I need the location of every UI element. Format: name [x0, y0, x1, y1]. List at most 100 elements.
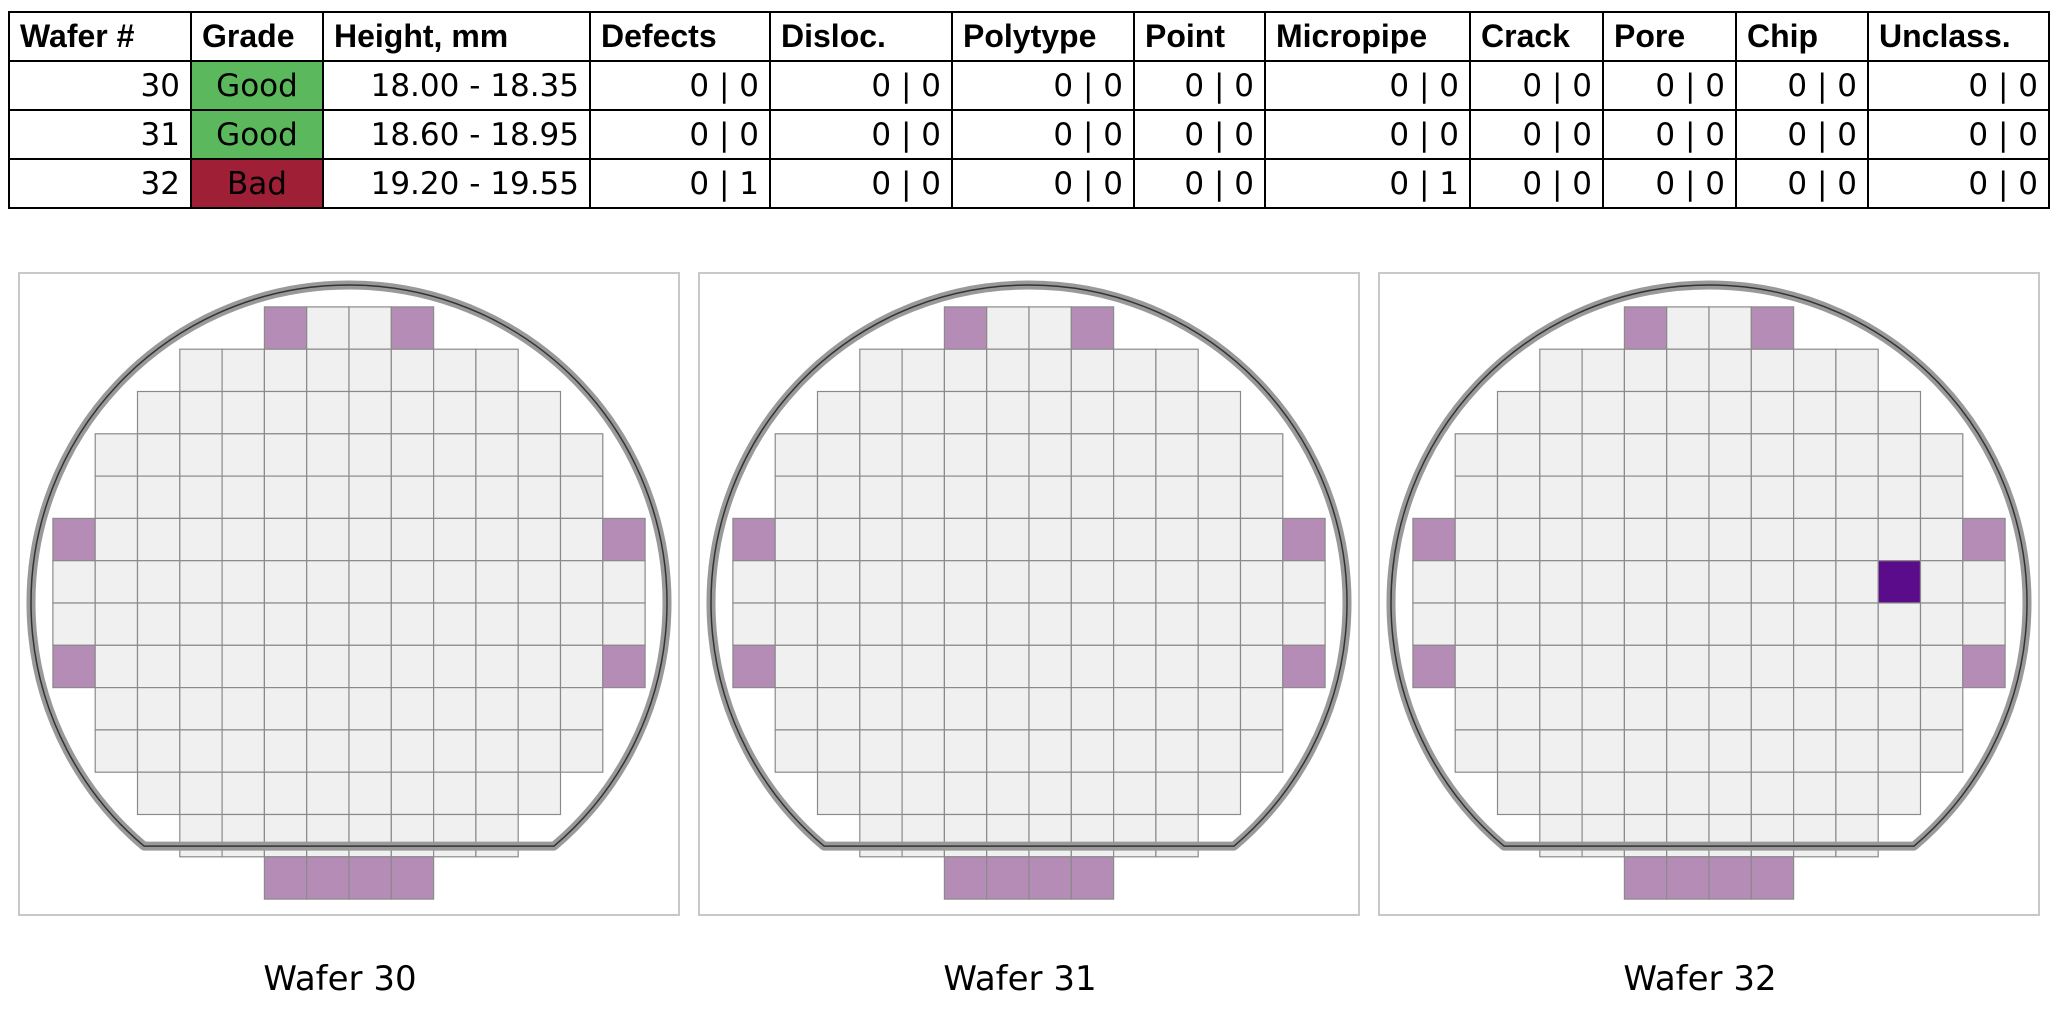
- die: [1708, 517, 1752, 562]
- die: [348, 771, 392, 816]
- header-pore: Pore: [1602, 11, 1737, 62]
- die: [1623, 390, 1668, 435]
- die: [1197, 390, 1242, 435]
- die: [1666, 390, 1710, 435]
- die: [1792, 390, 1837, 435]
- die: [1750, 602, 1795, 646]
- die: [179, 644, 223, 689]
- die: [1496, 560, 1541, 604]
- die: [94, 686, 139, 731]
- cell-height: 18.00 - 18.35: [322, 60, 591, 111]
- die: [1070, 602, 1115, 646]
- die: [1412, 560, 1456, 604]
- die: [816, 686, 861, 731]
- die: [816, 729, 861, 773]
- die: [1919, 602, 1964, 646]
- die: [986, 602, 1030, 646]
- die: [1708, 433, 1752, 477]
- die: [1282, 560, 1326, 604]
- die: [1412, 602, 1456, 646]
- die: [1623, 433, 1668, 477]
- die: [517, 729, 562, 773]
- die: [559, 602, 604, 646]
- wafer-edge-line: [30, 284, 668, 847]
- die: [475, 644, 519, 689]
- die-edge-exclusion: [1666, 856, 1710, 900]
- die: [1496, 433, 1541, 477]
- die: [390, 433, 435, 477]
- die: [475, 348, 519, 393]
- die: [1666, 771, 1710, 816]
- die-edge-exclusion: [943, 306, 988, 350]
- cell-height: 18.60 - 18.95: [322, 109, 591, 160]
- die: [1496, 729, 1541, 773]
- cell-chip: 0 | 0: [1735, 109, 1869, 160]
- die: [1877, 433, 1922, 477]
- die: [475, 771, 519, 816]
- die: [1581, 390, 1625, 435]
- table-row: 32 Bad 19.20 - 19.55 0 | 1 0 | 0 0 | 0 0…: [8, 158, 2050, 209]
- die: [1835, 644, 1879, 689]
- die: [306, 517, 350, 562]
- wafer-edge-line: [1390, 284, 2028, 847]
- die: [221, 348, 266, 393]
- die: [1197, 771, 1242, 816]
- die: [1028, 517, 1072, 562]
- die: [1197, 517, 1242, 562]
- die: [943, 771, 988, 816]
- die: [1877, 771, 1922, 816]
- die: [433, 433, 477, 477]
- die: [1708, 771, 1752, 816]
- die: [1750, 560, 1795, 604]
- die: [1070, 390, 1115, 435]
- die-edge-exclusion: [52, 644, 96, 689]
- die: [1239, 686, 1284, 731]
- die: [986, 348, 1030, 393]
- die: [1155, 390, 1199, 435]
- die: [1155, 686, 1199, 731]
- die: [179, 602, 223, 646]
- die: [1835, 517, 1879, 562]
- die: [517, 771, 562, 816]
- die: [221, 433, 266, 477]
- cell-unclass: 0 | 0: [1867, 109, 2050, 160]
- die: [517, 686, 562, 731]
- cell-unclass: 0 | 0: [1867, 60, 2050, 111]
- die: [1155, 560, 1199, 604]
- die: [1666, 729, 1710, 773]
- die: [263, 644, 308, 689]
- die: [1708, 602, 1752, 646]
- die-edge-exclusion: [263, 856, 308, 900]
- die: [1197, 475, 1242, 520]
- die: [1877, 475, 1922, 520]
- die: [1539, 602, 1583, 646]
- die: [136, 644, 181, 689]
- die: [1792, 433, 1837, 477]
- die: [1112, 771, 1157, 816]
- die: [1028, 602, 1072, 646]
- die: [774, 729, 819, 773]
- die: [559, 686, 604, 731]
- die: [859, 475, 903, 520]
- die: [943, 729, 988, 773]
- die: [1877, 729, 1922, 773]
- die: [1708, 686, 1752, 731]
- die: [1835, 433, 1879, 477]
- header-unclass: Unclass.: [1867, 11, 2050, 62]
- die: [263, 517, 308, 562]
- die: [390, 644, 435, 689]
- die: [348, 517, 392, 562]
- die: [1197, 433, 1242, 477]
- die: [859, 771, 903, 816]
- die: [136, 433, 181, 477]
- die: [221, 729, 266, 773]
- die: [1623, 602, 1668, 646]
- die: [1581, 433, 1625, 477]
- die: [1496, 686, 1541, 731]
- wafer-map: Wafer 30: [18, 272, 680, 999]
- die: [1112, 390, 1157, 435]
- cell-micropipe: 0 | 0: [1264, 60, 1471, 111]
- cell-micropipe: 0 | 0: [1264, 109, 1471, 160]
- die: [1877, 517, 1922, 562]
- cell-polytype: 0 | 0: [951, 158, 1135, 209]
